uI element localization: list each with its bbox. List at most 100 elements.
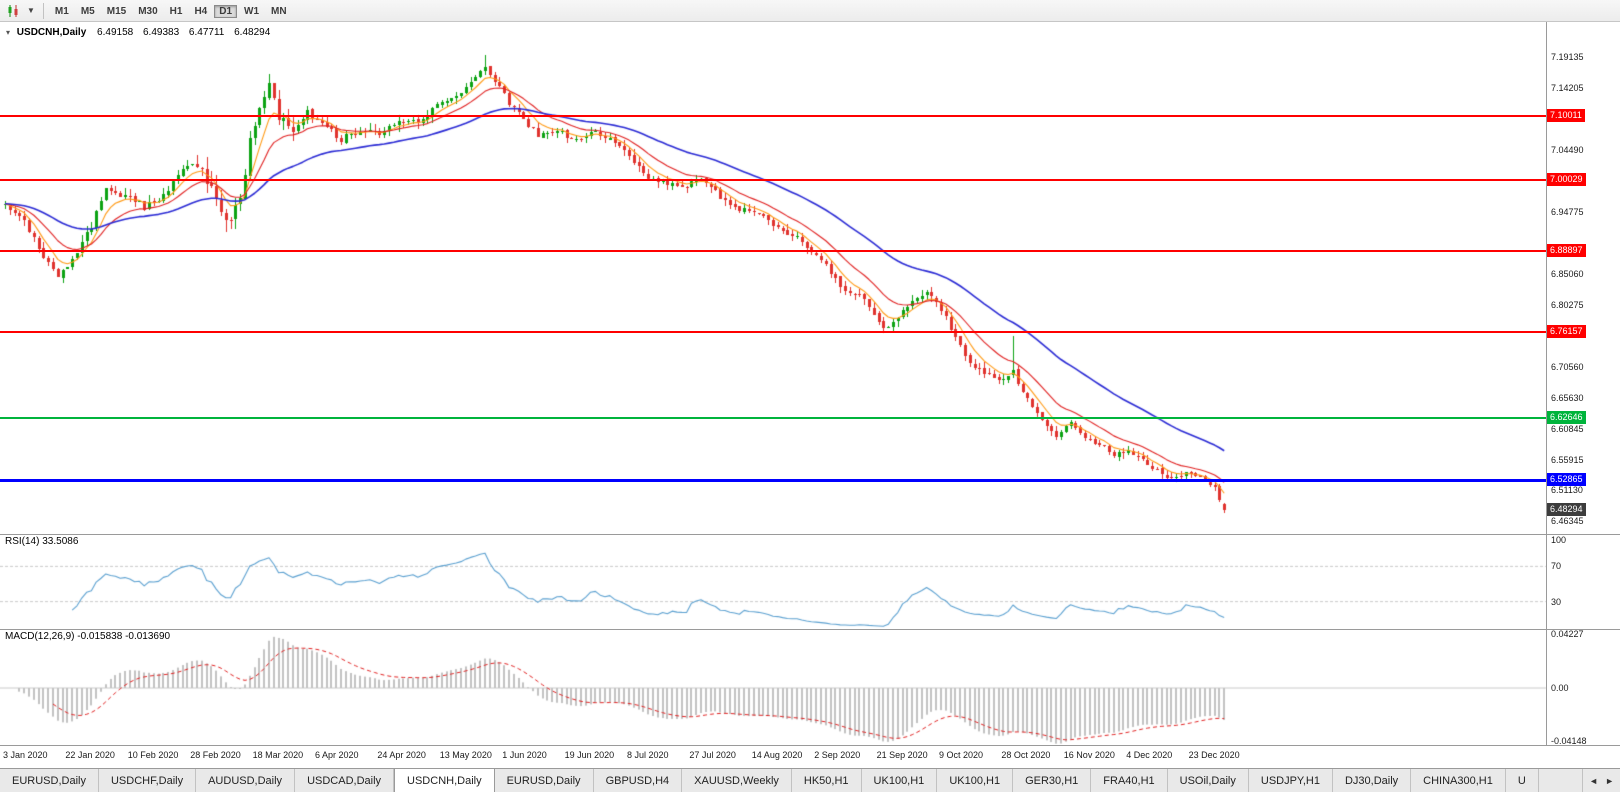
horizontal-level-line[interactable] xyxy=(0,178,1546,181)
chart-tab-audusd-daily[interactable]: AUDUSD,Daily xyxy=(196,769,296,792)
timeframe-button-m1[interactable]: M1 xyxy=(54,6,69,17)
chart-title: ▾ USDCNH,Daily 6.49158 6.49383 6.47711 6… xyxy=(6,27,277,38)
price-level-badge: 6.88897 xyxy=(1547,243,1586,257)
chart-tab-u[interactable]: U xyxy=(1506,769,1539,792)
chart-tab-gbpusd-h4[interactable]: GBPUSD,H4 xyxy=(594,769,683,792)
price-axis-label: 7.19135 xyxy=(1551,51,1584,62)
tab-scroll-right-icon[interactable]: ► xyxy=(1605,775,1614,786)
price-axis-label: 7.14205 xyxy=(1551,83,1584,94)
timeframe-button-h1[interactable]: H1 xyxy=(169,6,183,17)
ohlc-open: 6.49158 xyxy=(97,27,134,38)
date-axis-label: 2 Sep 2020 xyxy=(814,750,861,760)
price-chart-canvas[interactable] xyxy=(0,22,1620,746)
current-price-badge: 6.48294 xyxy=(1547,502,1586,516)
date-axis-label: 8 Jul 2020 xyxy=(627,750,669,760)
chart-type-dropdown-caret[interactable]: ▼ xyxy=(27,6,35,15)
chart-tab-xauusd-weekly[interactable]: XAUUSD,Weekly xyxy=(682,769,792,792)
date-axis-label: 24 Apr 2020 xyxy=(377,750,426,760)
chart-tab-usdcnh-daily[interactable]: USDCNH,Daily xyxy=(394,769,495,792)
horizontal-level-line[interactable] xyxy=(0,330,1546,333)
rsi-axis-label: 30 xyxy=(1551,596,1562,607)
ohlc-high: 6.49383 xyxy=(142,27,180,38)
price-level-badge: 6.52865 xyxy=(1547,473,1586,487)
date-axis-label: 28 Oct 2020 xyxy=(1001,750,1051,760)
chart-area[interactable]: ▾ USDCNH,Daily 6.49158 6.49383 6.47711 6… xyxy=(0,22,1620,746)
chart-tab-uk100-h1[interactable]: UK100,H1 xyxy=(937,769,1014,792)
price-level-badge: 7.00029 xyxy=(1547,172,1586,186)
date-axis-label: 21 Sep 2020 xyxy=(876,750,928,760)
date-axis-label: 14 Aug 2020 xyxy=(751,750,803,760)
toolbar-separator xyxy=(42,2,44,19)
timeframe-buttons: M1 M5 M15 M30 H1 H4 D1 W1 MN xyxy=(49,1,293,20)
chart-tabs: EURUSD,Daily USDCHF,Daily AUDUSD,Daily USDC… xyxy=(0,769,1582,792)
chart-tab-ger30-h1[interactable]: GER30,H1 xyxy=(1013,769,1092,792)
tab-scroll-left-icon[interactable]: ◄ xyxy=(1589,775,1599,786)
tab-scroll-arrows: ◄ ► xyxy=(1582,769,1620,792)
macd-pane-separator[interactable] xyxy=(0,629,1620,630)
date-axis-label: 28 Feb 2020 xyxy=(190,750,241,760)
macd-indicator-label: MACD(12,26,9) -0.015838 -0.013690 xyxy=(5,631,171,642)
price-axis-label: 6.46345 xyxy=(1551,515,1584,526)
price-level-badge: 7.10011 xyxy=(1547,109,1585,123)
price-axis-label: 6.70560 xyxy=(1551,361,1584,372)
price-axis-label: 7.04490 xyxy=(1551,145,1584,156)
price-axis-label: 6.65630 xyxy=(1551,393,1584,404)
date-axis-label: 10 Feb 2020 xyxy=(127,750,179,760)
chart-tab-usdcad-daily[interactable]: USDCAD,Daily xyxy=(295,769,395,792)
timeframe-button-m15[interactable]: M15 xyxy=(106,6,127,17)
rsi-axis-label: 70 xyxy=(1551,561,1562,572)
rsi-pane-separator[interactable] xyxy=(0,534,1620,535)
timeframe-button-w1[interactable]: W1 xyxy=(244,6,260,17)
price-axis-label: 6.94775 xyxy=(1551,207,1584,218)
date-axis-label: 16 Nov 2020 xyxy=(1063,750,1115,760)
timeframe-button-d1[interactable]: D1 xyxy=(214,5,238,18)
chart-tab-eurusd-daily[interactable]: EURUSD,Daily xyxy=(495,769,594,792)
horizontal-level-line[interactable] xyxy=(0,417,1546,420)
price-axis-label: 6.51130 xyxy=(1551,485,1583,496)
date-axis-label: 27 Jul 2020 xyxy=(689,750,736,760)
price-axis-border xyxy=(1546,22,1547,746)
macd-axis-label: -0.04148 xyxy=(1551,735,1587,746)
chart-tab-eurusd-daily[interactable]: EURUSD,Daily xyxy=(0,769,99,792)
chart-symbol-label: USDCNH,Daily xyxy=(16,27,87,38)
timeframe-toolbar: ▼ M1 M5 M15 M30 H1 H4 D1 W1 MN xyxy=(0,0,1620,22)
rsi-indicator-label: RSI(14) 33.5086 xyxy=(5,536,79,547)
date-axis-label: 22 Jan 2020 xyxy=(65,750,115,760)
date-axis-label: 4 Dec 2020 xyxy=(1126,750,1173,760)
chart-tab-hk50-h1[interactable]: HK50,H1 xyxy=(792,769,862,792)
horizontal-level-line[interactable] xyxy=(0,115,1546,118)
chart-tab-china300-h1[interactable]: CHINA300,H1 xyxy=(1411,769,1506,792)
timeframe-button-h4[interactable]: H4 xyxy=(194,6,208,17)
timeframe-button-m5[interactable]: M5 xyxy=(80,6,95,17)
rsi-axis-label: 100 xyxy=(1551,535,1567,545)
timeframe-button-m30[interactable]: M30 xyxy=(138,6,158,17)
chart-tab-usdjpy-h1[interactable]: USDJPY,H1 xyxy=(1249,769,1333,792)
price-axis-label: 6.60845 xyxy=(1551,423,1584,434)
horizontal-level-line[interactable] xyxy=(0,478,1546,482)
date-axis-label: 3 Jan 2020 xyxy=(3,750,48,760)
ohlc-low: 6.47711 xyxy=(188,27,225,38)
timeframe-button-mn[interactable]: MN xyxy=(271,6,287,17)
chart-tab-fra40-h1[interactable]: FRA40,H1 xyxy=(1091,769,1168,792)
chart-bottom-separator xyxy=(0,745,1620,746)
chart-tab-dj30-daily[interactable]: DJ30,Daily xyxy=(1333,769,1412,792)
date-axis-label: 13 May 2020 xyxy=(439,750,492,760)
price-level-badge: 6.76157 xyxy=(1547,324,1586,338)
chart-marker-icon[interactable]: ▾ xyxy=(6,28,11,37)
price-axis-label: 6.80275 xyxy=(1551,299,1584,310)
date-axis-label: 1 Jun 2020 xyxy=(502,750,547,760)
chart-tab-uk100-h1[interactable]: UK100,H1 xyxy=(862,769,938,792)
horizontal-level-line[interactable] xyxy=(0,249,1546,252)
price-axis-label: 6.85060 xyxy=(1551,269,1584,280)
chart-tab-usdchf-daily[interactable]: USDCHF,Daily xyxy=(99,769,197,792)
chart-tab-usoil-daily[interactable]: USOil,Daily xyxy=(1168,769,1249,792)
macd-axis-label: 0.00 xyxy=(1551,683,1569,693)
date-axis-label: 9 Oct 2020 xyxy=(939,750,984,760)
date-axis-label: 18 Mar 2020 xyxy=(252,750,304,760)
ohlc-close: 6.48294 xyxy=(234,27,271,38)
date-axis: 3 Jan 2020 22 Jan 2020 10 Feb 2020 28 Feb 2… xyxy=(0,746,1620,768)
date-axis-label: 23 Dec 2020 xyxy=(1188,750,1240,760)
price-level-badge: 6.62646 xyxy=(1547,411,1586,425)
candlestick-chart-icon[interactable] xyxy=(6,4,22,18)
